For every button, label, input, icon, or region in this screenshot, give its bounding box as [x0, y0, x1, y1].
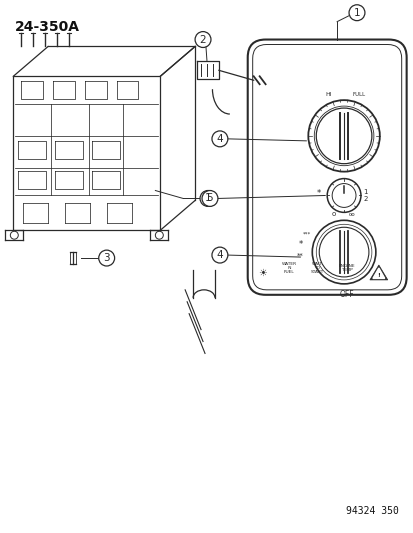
Text: !: !	[377, 273, 380, 278]
Text: OFF: OFF	[339, 290, 354, 299]
Text: WAIT
TO
START: WAIT TO START	[310, 262, 323, 274]
Text: HI: HI	[325, 92, 332, 97]
Circle shape	[211, 131, 227, 147]
Text: 1: 1	[363, 189, 367, 195]
Text: **: **	[296, 253, 303, 259]
Text: ENGINE
TEMP: ENGINE TEMP	[338, 264, 354, 272]
Polygon shape	[372, 268, 384, 278]
Circle shape	[98, 250, 114, 266]
Text: ☀: ☀	[258, 268, 266, 278]
Text: oo: oo	[348, 212, 354, 217]
Text: 5: 5	[206, 193, 213, 204]
Circle shape	[211, 247, 227, 263]
Text: *: *	[316, 189, 320, 198]
Text: 2: 2	[363, 197, 367, 203]
Text: 24-350A: 24-350A	[15, 20, 80, 34]
Text: o: o	[331, 212, 335, 217]
Text: *: *	[297, 240, 302, 249]
Text: 2: 2	[199, 35, 206, 45]
Circle shape	[202, 190, 217, 206]
Text: 94324 350: 94324 350	[345, 506, 398, 516]
Text: 4: 4	[216, 250, 223, 260]
Circle shape	[199, 190, 216, 206]
Text: 4: 4	[216, 134, 223, 144]
Circle shape	[348, 5, 364, 21]
Text: 1: 1	[204, 193, 211, 204]
Text: ***: ***	[302, 232, 311, 237]
Circle shape	[195, 31, 211, 47]
Text: 3: 3	[103, 253, 110, 263]
Polygon shape	[369, 265, 387, 280]
Text: WATER
IN
FUEL: WATER IN FUEL	[281, 262, 296, 274]
Text: FULL: FULL	[351, 92, 365, 97]
Text: 1: 1	[353, 7, 359, 18]
